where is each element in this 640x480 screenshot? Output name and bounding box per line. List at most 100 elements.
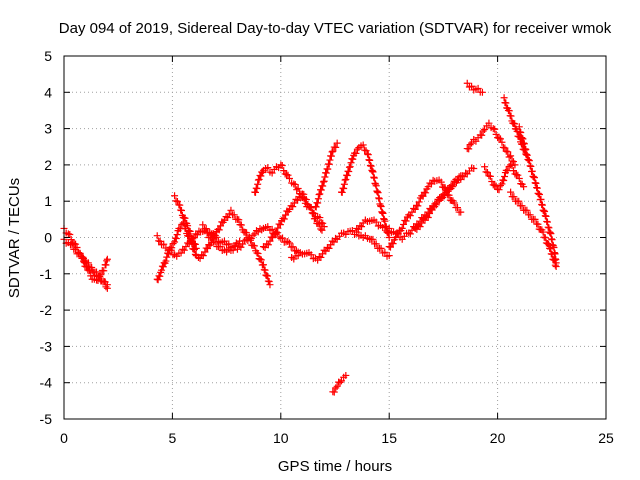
data-point — [508, 162, 516, 170]
data-point — [230, 211, 238, 219]
data-point — [530, 174, 538, 182]
data-point — [540, 207, 548, 215]
data-point — [322, 169, 330, 177]
data-point — [463, 79, 471, 87]
data-point — [466, 141, 474, 149]
data-point — [377, 202, 385, 210]
data-point — [518, 202, 526, 210]
data-point — [309, 210, 317, 218]
data-point — [538, 201, 546, 209]
data-point — [481, 126, 489, 133]
data-point — [521, 145, 529, 153]
x-tick-label: 0 — [60, 430, 68, 446]
data-point — [192, 244, 200, 252]
data-point — [507, 152, 515, 160]
series-track-20 — [500, 94, 530, 158]
data-point — [186, 227, 194, 235]
x-tick-label: 25 — [598, 430, 614, 446]
data-point — [533, 184, 541, 192]
data-point — [321, 173, 329, 181]
data-point — [319, 182, 327, 190]
data-point — [523, 206, 531, 214]
data-point — [156, 237, 164, 245]
data-point — [76, 250, 84, 258]
data-point — [507, 112, 515, 120]
data-point — [81, 262, 89, 270]
data-point — [468, 139, 476, 147]
data-point — [547, 235, 555, 243]
data-point — [307, 204, 315, 212]
data-point — [328, 148, 336, 156]
data-point — [551, 261, 559, 269]
data-point — [495, 134, 503, 142]
data-point — [364, 151, 372, 159]
data-point — [517, 134, 525, 142]
data-point — [504, 148, 512, 156]
data-point — [252, 188, 260, 196]
data-point — [541, 212, 549, 220]
data-point — [498, 138, 506, 146]
data-point — [97, 271, 105, 279]
data-point — [378, 209, 386, 217]
data-point — [424, 214, 432, 222]
data-point — [324, 165, 332, 173]
data-point — [538, 201, 546, 209]
data-point — [450, 199, 458, 207]
data-point — [285, 175, 293, 183]
data-point — [64, 230, 72, 238]
data-point — [176, 201, 184, 209]
data-point — [370, 173, 378, 181]
series-track-21 — [481, 161, 528, 194]
data-point — [291, 181, 299, 189]
data-point — [422, 189, 430, 197]
data-point — [314, 195, 322, 203]
data-point — [453, 204, 461, 212]
data-point — [520, 183, 528, 191]
data-points — [60, 79, 560, 396]
data-point — [510, 193, 518, 201]
data-point — [481, 163, 489, 171]
data-point — [332, 143, 340, 151]
data-point — [317, 253, 325, 261]
data-point — [546, 229, 554, 237]
data-point — [237, 221, 245, 229]
data-point — [496, 135, 504, 143]
data-point — [366, 161, 374, 169]
data-point — [507, 161, 515, 169]
data-point — [378, 208, 386, 216]
y-tick-label: 0 — [44, 230, 52, 246]
data-point — [526, 162, 534, 170]
series-track-14 — [329, 371, 350, 396]
data-point — [539, 228, 547, 236]
data-point — [341, 176, 349, 184]
data-point — [512, 171, 520, 179]
data-point — [202, 225, 210, 233]
data-point — [501, 144, 509, 152]
data-point — [302, 196, 310, 204]
axis-ticks: 0 5 10 15 20 25 -5 -4 -3 -2 -1 0 1 2 3 4 5 — [40, 48, 614, 446]
data-point — [379, 209, 387, 217]
data-point — [457, 208, 465, 216]
data-point — [365, 156, 373, 164]
data-point — [189, 235, 197, 243]
data-point — [289, 203, 297, 211]
x-tick-label: 15 — [381, 430, 397, 446]
data-point — [548, 236, 556, 244]
data-point — [548, 250, 556, 258]
data-point — [372, 180, 380, 188]
data-point — [415, 198, 423, 206]
data-point — [264, 164, 272, 172]
data-point — [372, 218, 380, 226]
data-point — [103, 255, 111, 263]
data-point — [272, 228, 280, 236]
data-point — [349, 155, 357, 163]
data-point — [250, 242, 258, 250]
data-point — [482, 168, 490, 176]
data-point — [531, 179, 539, 187]
data-point — [173, 231, 181, 239]
data-point — [449, 183, 457, 191]
data-point — [293, 186, 301, 194]
data-point — [342, 175, 350, 183]
